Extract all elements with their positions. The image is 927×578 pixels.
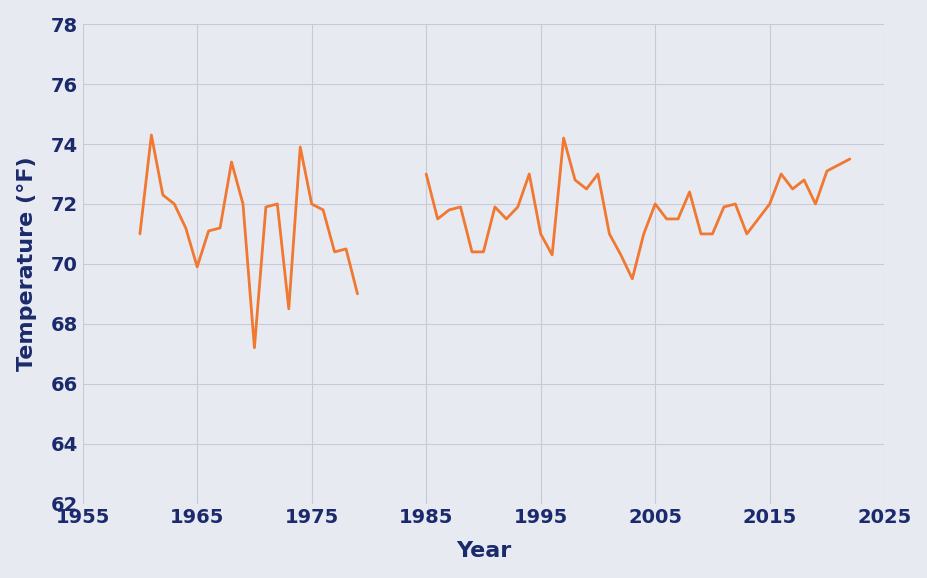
X-axis label: Year: Year — [455, 542, 511, 561]
Y-axis label: Temperature (°F): Temperature (°F) — [17, 157, 37, 371]
